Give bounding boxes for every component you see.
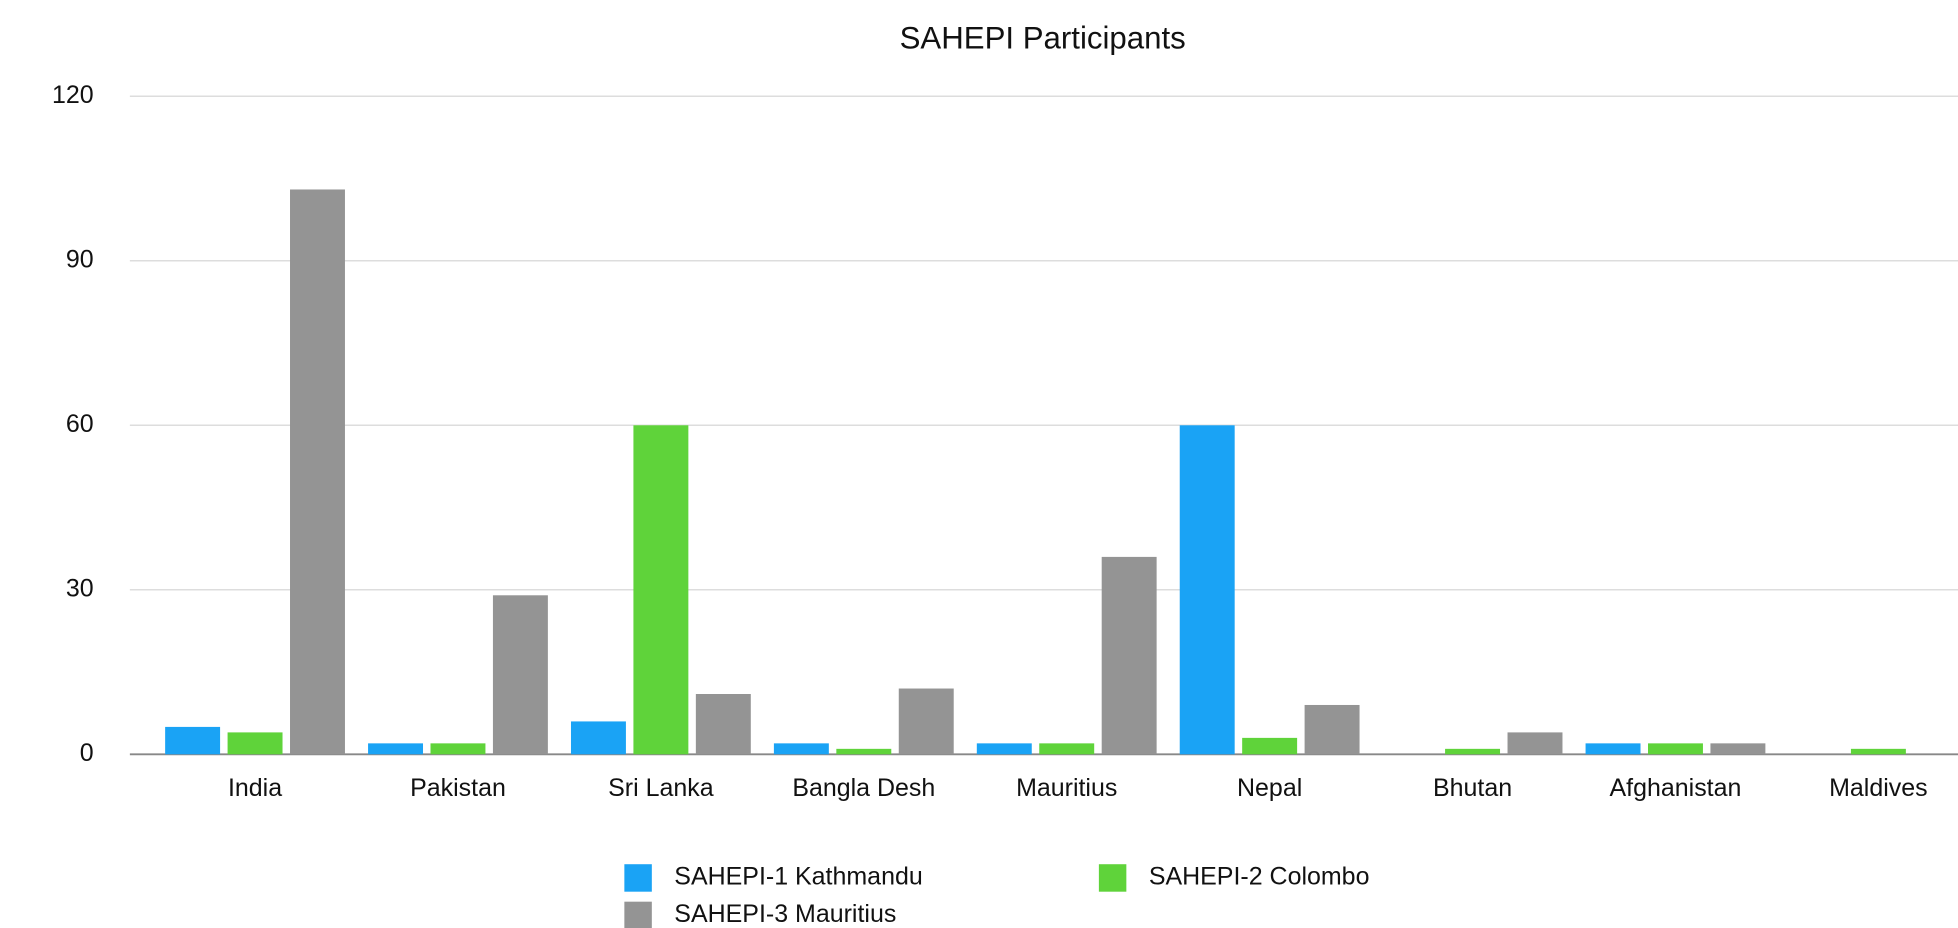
bar bbox=[695, 694, 751, 755]
bar bbox=[1585, 743, 1641, 755]
y-tick-label: 60 bbox=[66, 410, 94, 438]
legend-swatch bbox=[624, 864, 652, 892]
x-tick-label: India bbox=[228, 774, 282, 802]
bar bbox=[1850, 748, 1906, 755]
bar bbox=[633, 425, 689, 755]
x-tick-label: Maldives bbox=[1829, 774, 1928, 802]
bar bbox=[976, 743, 1032, 755]
bar bbox=[492, 595, 548, 755]
x-tick-label: Nepal bbox=[1237, 774, 1302, 802]
bar bbox=[227, 732, 283, 755]
x-tick-label: Bhutan bbox=[1433, 774, 1512, 802]
legend-swatch bbox=[624, 901, 652, 928]
y-tick-label: 120 bbox=[52, 81, 94, 109]
y-tick-label: 30 bbox=[66, 574, 94, 602]
chart-title: SAHEPI Participants bbox=[900, 20, 1186, 55]
x-tick-label: Bangla Desh bbox=[792, 774, 935, 802]
y-tick-label: 0 bbox=[80, 739, 94, 767]
x-tick-label: Sri Lanka bbox=[608, 774, 714, 802]
bar bbox=[773, 743, 829, 755]
bar bbox=[1179, 425, 1235, 755]
bar bbox=[1242, 737, 1298, 755]
x-tick-label: Pakistan bbox=[410, 774, 506, 802]
bar bbox=[368, 743, 424, 755]
x-tick-label: Afghanistan bbox=[1610, 774, 1742, 802]
bar bbox=[836, 748, 892, 755]
legend-label: SAHEPI-3 Mauritius bbox=[674, 900, 896, 928]
x-tick-label: Mauritius bbox=[1016, 774, 1117, 802]
y-tick-label: 90 bbox=[66, 245, 94, 273]
legend-label: SAHEPI-2 Colombo bbox=[1149, 863, 1370, 891]
bar bbox=[290, 189, 345, 755]
bar bbox=[1507, 732, 1563, 755]
legend-label: SAHEPI-1 Kathmandu bbox=[674, 863, 922, 891]
bar bbox=[898, 688, 954, 755]
bar bbox=[165, 726, 221, 755]
bar bbox=[1648, 743, 1703, 755]
bar bbox=[1710, 743, 1766, 755]
bar bbox=[430, 743, 486, 755]
bar bbox=[1101, 556, 1157, 755]
bar bbox=[1304, 704, 1360, 755]
bar bbox=[1039, 743, 1095, 755]
bar bbox=[570, 721, 626, 755]
legend-swatch bbox=[1098, 864, 1127, 892]
bar bbox=[1445, 748, 1501, 755]
